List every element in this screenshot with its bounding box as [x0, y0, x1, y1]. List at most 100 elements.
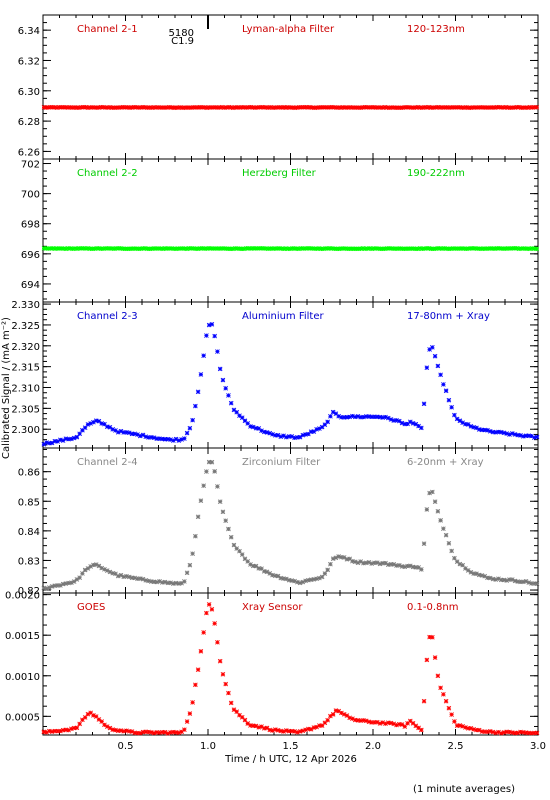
panel-1: 6.26 6.28 6.30 6.32 6.34 Channel 2-1 Lyman-alp… [18, 14, 540, 160]
data-point [259, 428, 264, 434]
data-point [361, 560, 366, 566]
data-point [68, 104, 73, 110]
data-point [334, 246, 339, 252]
data-point [92, 105, 97, 110]
data-point [102, 421, 107, 427]
data-point [66, 727, 71, 733]
y-tick-label: 6.26 [18, 147, 40, 158]
data-point [468, 725, 474, 731]
data-point [367, 245, 372, 251]
data-point [303, 578, 308, 584]
data-point [461, 246, 467, 251]
data-point [492, 246, 498, 251]
data-point [157, 578, 162, 584]
data-point [490, 729, 496, 735]
x-tick-label: 2.5 [448, 741, 464, 752]
data-point [531, 435, 537, 440]
data-point [402, 421, 408, 427]
panel-annotation: Channel 2-3 [77, 311, 138, 322]
panels: 6.26 6.28 6.30 6.32 6.34 Channel 2-1 Lyman-alp… [5, 14, 546, 752]
data-point [497, 245, 502, 251]
data-point [180, 246, 185, 251]
data-point [255, 105, 260, 110]
data-point [347, 556, 353, 562]
data-point [220, 671, 226, 677]
data-point [399, 722, 405, 727]
data-point [372, 560, 377, 566]
data-point [146, 435, 151, 440]
data-point [307, 104, 313, 110]
data-point [142, 246, 148, 251]
data-point [184, 570, 190, 576]
data-point [195, 667, 201, 673]
y-tick-label: 6.28 [18, 117, 40, 128]
data-point [226, 393, 231, 398]
data-point [306, 577, 311, 583]
data-point [430, 345, 435, 350]
data-point [437, 246, 443, 251]
data-point [121, 728, 127, 734]
data-point [191, 104, 196, 110]
data-point [317, 575, 322, 581]
data-point [378, 105, 383, 110]
data-point [438, 372, 443, 378]
data-point [212, 469, 217, 474]
data-point [339, 554, 344, 560]
data-point [217, 105, 223, 110]
data-point [487, 575, 493, 581]
data-point [523, 730, 529, 736]
series-points [41, 321, 540, 447]
data-point [209, 607, 215, 612]
series-points [41, 245, 540, 252]
data-point [215, 105, 221, 110]
data-point [441, 382, 446, 387]
data-point [494, 246, 500, 251]
data-point [507, 432, 512, 437]
data-point [354, 105, 359, 110]
panel-annotation: Lyman-alpha Filter [242, 24, 335, 35]
data-point [501, 105, 507, 110]
data-point [212, 621, 217, 626]
data-point [63, 727, 69, 733]
data-point [452, 555, 457, 561]
data-point [234, 409, 240, 415]
data-point [424, 245, 430, 251]
y-tick-label: 698 [21, 220, 40, 231]
data-point [460, 723, 465, 729]
data-point [145, 246, 150, 252]
series-points [41, 602, 540, 736]
data-point [136, 105, 141, 110]
data-point [507, 729, 512, 735]
data-point [77, 721, 82, 727]
data-point [380, 720, 386, 725]
data-point [99, 565, 105, 571]
data-point [372, 720, 377, 725]
data-point [217, 499, 223, 504]
data-point [239, 246, 245, 252]
data-point [448, 105, 454, 110]
data-point [530, 105, 535, 110]
data-point [509, 431, 515, 436]
data-point [457, 418, 463, 424]
data-point [143, 729, 149, 735]
data-point [424, 507, 430, 512]
data-point [99, 421, 105, 426]
data-point [195, 514, 201, 520]
data-point [159, 729, 165, 735]
data-point [246, 104, 251, 110]
data-point [190, 700, 195, 705]
data-point [105, 246, 111, 251]
data-point [515, 730, 521, 736]
data-point [371, 246, 377, 251]
data-point [127, 105, 133, 110]
data-point [156, 246, 161, 251]
data-point [534, 105, 540, 110]
data-point [148, 434, 154, 440]
data-point [289, 728, 295, 734]
data-point [476, 572, 482, 578]
data-point [248, 104, 254, 110]
data-point [341, 712, 347, 717]
y-tick-label: 2.315 [11, 363, 40, 374]
data-point [454, 416, 460, 422]
data-point [82, 567, 88, 573]
